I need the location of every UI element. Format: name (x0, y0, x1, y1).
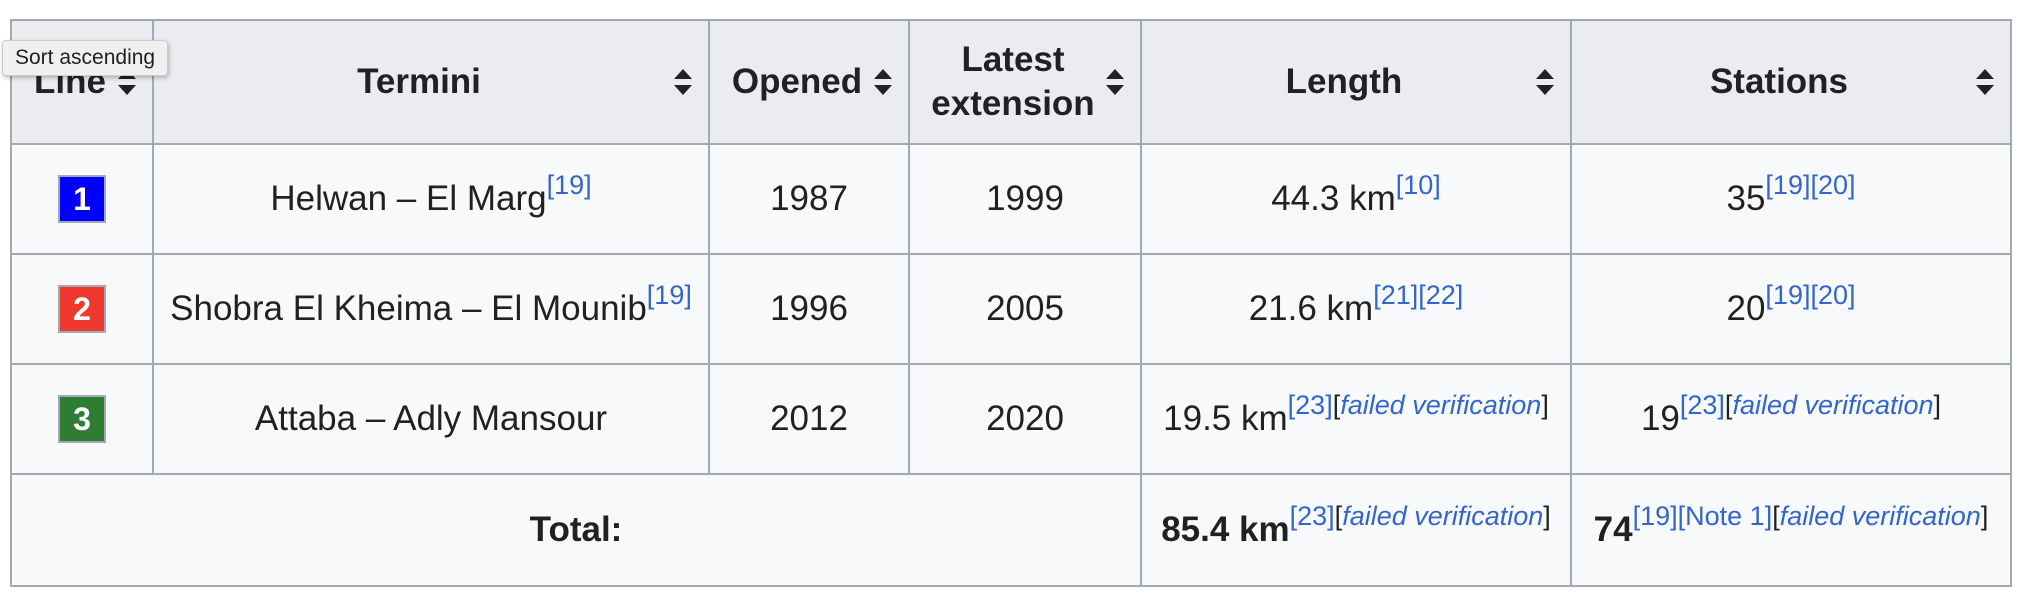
length-cell: 21.6 km[21][22] (1140, 253, 1572, 365)
ref-link[interactable]: [23] (1289, 501, 1335, 532)
total-label: Total: (10, 473, 1142, 587)
table-row: 2 Shobra El Kheima – El Mounib[19] 1996 … (10, 253, 2012, 365)
ref-link[interactable]: [19] (646, 280, 692, 311)
failed-verification-link[interactable]: failed verification (1779, 501, 1981, 532)
ref-link[interactable]: [19] (1765, 170, 1811, 201)
metro-lines-table: Line Termini Opened Latest extension Len… (10, 19, 2012, 587)
sort-icon[interactable] (674, 69, 692, 95)
ref-link[interactable]: [21] (1373, 280, 1419, 311)
ref-link[interactable]: [19] (1632, 501, 1678, 532)
sort-icon[interactable] (1106, 69, 1124, 95)
failed-verification-link[interactable]: failed verification (1732, 390, 1934, 421)
line-cell: 3 (10, 363, 154, 475)
bracket-open: [ (1332, 390, 1341, 421)
termini-link[interactable]: Shobra El Kheima – El Mounib (170, 289, 647, 329)
header-termini-label: Termini (357, 62, 481, 102)
line-cell: 1 (10, 143, 154, 255)
ref-link[interactable]: [20] (1810, 280, 1856, 311)
header-length-label: Length (1285, 62, 1403, 102)
bracket-open: [ (1772, 501, 1780, 532)
ref-link[interactable]: [22] (1418, 280, 1464, 311)
total-length-cell: 85.4 km[23][failed verification] (1140, 473, 1572, 587)
sort-tooltip: Sort ascending (2, 40, 169, 76)
stations-cell: 35[19][20] (1570, 143, 2012, 255)
termini-cell: Helwan – El Marg[19] (152, 143, 710, 255)
total-stations-value: 74 (1593, 510, 1633, 550)
bracket-close: ] (1543, 501, 1551, 532)
note-link[interactable]: [Note 1] (1677, 501, 1773, 532)
header-latest-extension-label-2: extension (931, 84, 1095, 123)
ref-link[interactable]: [23] (1679, 390, 1725, 421)
line-1-badge[interactable]: 1 (58, 175, 106, 223)
header-length[interactable]: Length (1140, 19, 1572, 145)
stations-value: 19 (1640, 399, 1680, 439)
termini-cell: Shobra El Kheima – El Mounib[19] (152, 253, 710, 365)
line-2-badge[interactable]: 2 (58, 285, 106, 333)
length-value: 21.6 km (1248, 289, 1374, 329)
ref-link[interactable]: [20] (1810, 170, 1856, 201)
failed-verification-link[interactable]: failed verification (1340, 390, 1542, 421)
header-line[interactable]: Line (10, 19, 154, 145)
opened-cell: 1996 (708, 253, 910, 365)
bracket-open: [ (1334, 501, 1343, 532)
stations-cell: 20[19][20] (1570, 253, 2012, 365)
failed-verification-link[interactable]: failed verification (1342, 501, 1544, 532)
table-row: 3 Attaba – Adly Mansour 2012 2020 19.5 k… (10, 363, 2012, 475)
header-row: Line Termini Opened Latest extension Len… (10, 19, 2012, 145)
line-cell: 2 (10, 253, 154, 365)
length-cell: 44.3 km[10] (1140, 143, 1572, 255)
length-cell: 19.5 km[23][failed verification] (1140, 363, 1572, 475)
bracket-close: ] (1980, 501, 1989, 532)
sort-icon[interactable] (1976, 69, 1994, 95)
length-value: 44.3 km (1271, 179, 1396, 219)
header-latest-extension-label-1: Latest (961, 40, 1065, 80)
ref-link[interactable]: [19] (546, 170, 592, 201)
header-latest-extension[interactable]: Latest extension (908, 19, 1142, 145)
header-termini[interactable]: Termini (152, 19, 710, 145)
termini-cell: Attaba – Adly Mansour (152, 363, 710, 475)
header-stations[interactable]: Stations (1570, 19, 2012, 145)
header-opened-label: Opened (731, 62, 863, 102)
opened-cell: 2012 (708, 363, 910, 475)
total-row: Total: 85.4 km[23][failed verification] … (10, 473, 2012, 587)
line-3-badge[interactable]: 3 (58, 395, 106, 443)
termini-link[interactable]: Helwan – El Marg (270, 179, 547, 219)
ref-link[interactable]: [10] (1395, 170, 1441, 201)
stations-value: 35 (1726, 179, 1766, 219)
bracket-close: ] (1933, 390, 1942, 421)
sort-icon[interactable] (1536, 69, 1554, 95)
termini-link[interactable]: Attaba – Adly Mansour (254, 399, 608, 439)
ref-link[interactable]: [19] (1765, 280, 1811, 311)
bracket-open: [ (1724, 390, 1733, 421)
stations-cell: 19[23][failed verification] (1570, 363, 2012, 475)
latest-extension-cell: 2020 (908, 363, 1142, 475)
latest-extension-cell: 1999 (908, 143, 1142, 255)
stations-value: 20 (1726, 289, 1766, 329)
ref-link[interactable]: [23] (1287, 390, 1333, 421)
latest-extension-cell: 2005 (908, 253, 1142, 365)
sort-icon[interactable] (874, 69, 892, 95)
length-value: 19.5 km (1163, 399, 1288, 439)
table-row: 1 Helwan – El Marg[19] 1987 1999 44.3 km… (10, 143, 2012, 255)
header-opened[interactable]: Opened (708, 19, 910, 145)
bracket-close: ] (1541, 390, 1549, 421)
header-stations-label: Stations (1709, 62, 1849, 102)
opened-cell: 1987 (708, 143, 910, 255)
total-length-value: 85.4 km (1161, 510, 1290, 550)
total-stations-cell: 74[19][Note 1][failed verification] (1570, 473, 2012, 587)
